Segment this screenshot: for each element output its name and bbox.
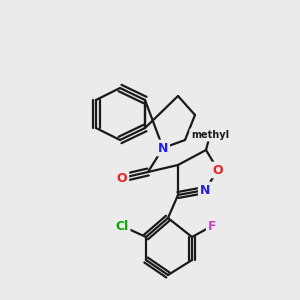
Text: O: O: [213, 164, 223, 176]
Text: F: F: [208, 220, 216, 232]
Text: N: N: [200, 184, 210, 196]
Text: O: O: [117, 172, 127, 184]
Text: Cl: Cl: [116, 220, 129, 232]
Text: N: N: [158, 142, 168, 154]
Text: methyl: methyl: [191, 130, 229, 140]
